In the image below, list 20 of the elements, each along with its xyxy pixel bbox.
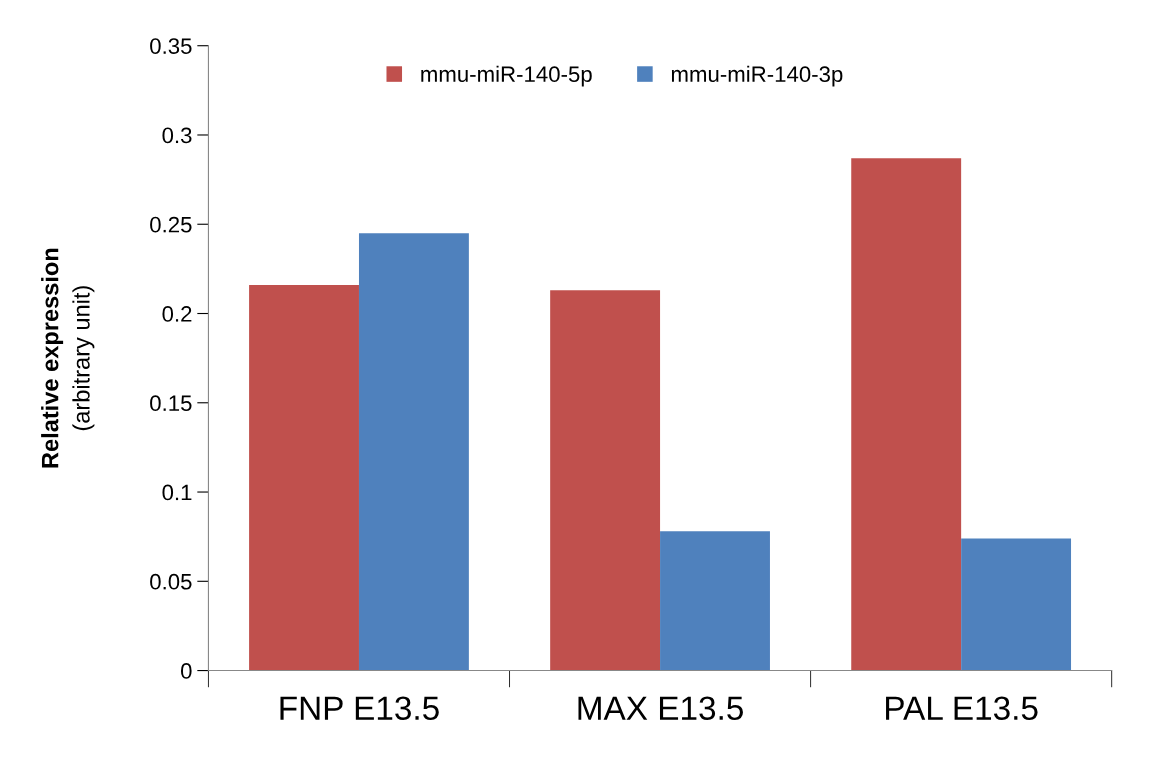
- bar: [249, 284, 359, 671]
- bar: [550, 290, 661, 671]
- y-tick-label: 0.1: [162, 484, 192, 501]
- x-tick-label: FNP E13.5: [280, 696, 439, 721]
- y-tick-label: 0.3: [162, 127, 192, 144]
- legend-label: mmu-miR-140-5p: [421, 65, 592, 87]
- y-axis-title: Relative expression (arbitrary unit): [41, 248, 95, 468]
- bar: [358, 233, 469, 671]
- y-tick-label: 0.15: [150, 395, 192, 412]
- y-tick-label: 0.2: [162, 306, 192, 322]
- y-tick-label: 0.25: [150, 216, 192, 233]
- legend-label: mmu-miR-140-3p: [671, 65, 843, 87]
- bar: [851, 158, 962, 671]
- y-tick-label: 0: [180, 663, 192, 679]
- x-tick-label: MAX E13.5: [578, 696, 743, 721]
- bar: [660, 531, 770, 671]
- x-tick-label: PAL E13.5: [886, 696, 1038, 721]
- y-tick-label: 0.35: [150, 38, 192, 54]
- y-tick-label: 0.05: [150, 573, 192, 590]
- bar: [961, 538, 1072, 671]
